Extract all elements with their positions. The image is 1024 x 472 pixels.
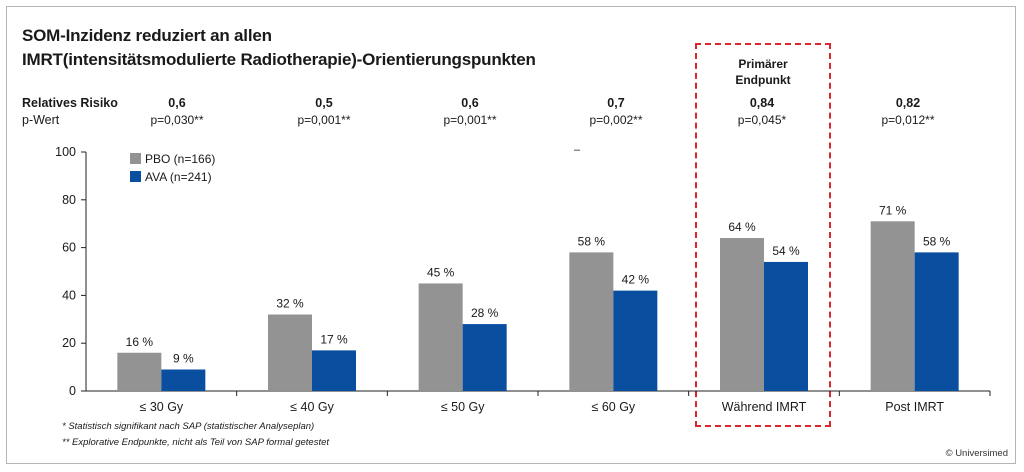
- bar-pbo: [720, 238, 764, 391]
- footnote-significant: * Statistisch signifikant nach SAP (stat…: [62, 421, 315, 432]
- legend-label-ava: AVA (n=241): [145, 170, 212, 184]
- p-value: p=0,045*: [737, 113, 787, 127]
- y-tick-label: 0: [69, 384, 76, 398]
- data-label: 16 %: [126, 335, 154, 349]
- bar-pbo: [870, 221, 915, 391]
- p-value: p=0,002**: [589, 113, 643, 127]
- chart-title-line2: IMRT(intensitätsmodulierte Radiotherapie…: [22, 50, 536, 69]
- copyright: © Universimed: [945, 448, 1008, 459]
- primary-endpoint-highlight: [695, 43, 831, 427]
- legend-swatch-pbo: [130, 153, 141, 164]
- relative-risk-value: 0,5: [315, 96, 333, 110]
- bar-pbo: [268, 314, 312, 391]
- relative-risk-value: 0,82: [895, 96, 921, 110]
- primary-endpoint-label-line1: Primärer: [738, 57, 788, 71]
- bar-pbo: [117, 352, 162, 391]
- data-label: 45 %: [427, 265, 455, 279]
- bar-ava: [161, 369, 206, 391]
- chart-title-line1: SOM-Inzidenz reduziert an allen: [22, 26, 272, 45]
- primary-endpoint-label-line2: Endpunkt: [735, 73, 791, 87]
- data-label: 71 %: [879, 203, 907, 217]
- x-tick-label: ≤ 40 Gy: [290, 400, 334, 414]
- data-label: 9 %: [173, 351, 194, 365]
- legend-item-pbo: PBO (n=166): [130, 152, 215, 166]
- stray-mark: –: [574, 144, 581, 156]
- y-tick-label: 100: [55, 145, 76, 159]
- relative-risk-value: 0,6: [168, 96, 186, 110]
- x-tick-label: ≤ 60 Gy: [591, 400, 635, 414]
- y-tick-label: 20: [62, 336, 76, 350]
- y-tick-label: 40: [62, 288, 76, 302]
- p-value: p=0,012**: [881, 113, 935, 127]
- data-label: 54 %: [772, 244, 800, 258]
- data-label: 28 %: [471, 306, 499, 320]
- data-label: 42 %: [622, 273, 650, 287]
- p-value-label: p-Wert: [22, 113, 60, 127]
- relative-risk-value: 0,6: [461, 96, 479, 110]
- data-label: 32 %: [276, 297, 304, 311]
- bar-ava: [914, 252, 959, 391]
- p-value: p=0,030**: [150, 113, 204, 127]
- x-tick-label: ≤ 50 Gy: [441, 400, 485, 414]
- relative-risk-value: 0,7: [607, 96, 625, 110]
- legend-swatch-ava: [130, 171, 141, 182]
- data-label: 17 %: [320, 332, 348, 346]
- bar-ava: [764, 261, 808, 391]
- footnote-exploratory: ** Explorative Endpunkte, nicht als Teil…: [62, 437, 330, 448]
- data-label: 64 %: [728, 220, 756, 234]
- p-value: p=0,001**: [443, 113, 497, 127]
- data-label: 58 %: [578, 234, 606, 248]
- data-label: 58 %: [923, 234, 951, 248]
- y-tick-label: 80: [62, 193, 76, 207]
- figure-frame: [6, 6, 1016, 464]
- x-tick-label: ≤ 30 Gy: [139, 400, 183, 414]
- legend-item-ava: AVA (n=241): [130, 170, 212, 184]
- bar-pbo: [569, 252, 614, 391]
- legend-label-pbo: PBO (n=166): [145, 152, 216, 166]
- relative-risk-value: 0,84: [749, 96, 775, 110]
- y-tick-label: 60: [62, 241, 76, 255]
- x-tick-label: Post IMRT: [885, 400, 944, 414]
- bar-ava: [462, 324, 507, 391]
- bar-pbo: [418, 283, 463, 391]
- bar-ava: [613, 290, 658, 391]
- bar-ava: [312, 350, 356, 391]
- x-tick-label: Während IMRT: [722, 400, 807, 414]
- relative-risk-label: Relatives Risiko: [22, 96, 118, 110]
- p-value: p=0,001**: [297, 113, 351, 127]
- primary-endpoint-label: Primärer Endpunkt: [695, 56, 831, 88]
